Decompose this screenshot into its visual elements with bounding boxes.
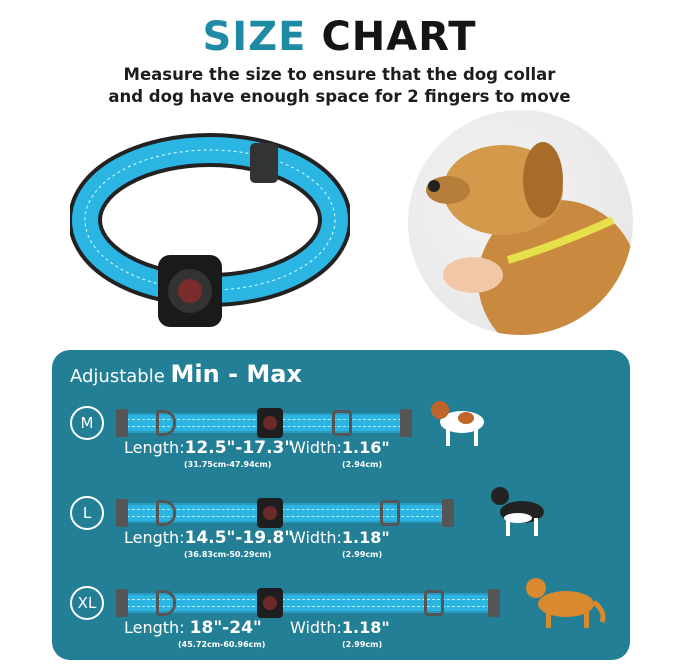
size-row-m: M Length:12.5"-17.3" (31.75cm-47.94cm) W… [52, 401, 630, 486]
size-badge: L [70, 496, 104, 530]
size-panel: Adjustable Min - Max M Length:12.5"-17.3… [52, 350, 630, 660]
collar-tag [116, 409, 128, 437]
panel-title: Adjustable Min - Max [70, 360, 302, 388]
page-title: SIZE CHART [202, 14, 477, 60]
buckle [380, 500, 400, 526]
husky-icon [491, 487, 544, 536]
golden-retriever-icon [526, 578, 606, 628]
collar-end [488, 589, 500, 617]
airtag-holder [257, 408, 283, 438]
size-row-xl: XL Length: 18"-24" (45.72cm-60.96cm) Wid… [52, 578, 630, 666]
buckle [332, 410, 352, 436]
collar-end [442, 499, 454, 527]
small-dog-icon [431, 401, 484, 446]
collar-strap [118, 503, 448, 523]
size-row-l: L Length:14.5"-19.8" (36.83cm-50.29cm) W… [52, 487, 630, 576]
d-ring [156, 410, 176, 436]
dog-measuring-photo [408, 110, 633, 335]
subtitle: Measure the size to ensure that the dog … [108, 65, 571, 106]
size-badge: XL [70, 586, 104, 620]
collar-end [400, 409, 412, 437]
collar-tag [116, 499, 128, 527]
d-ring [156, 590, 176, 616]
airtag-holder [257, 498, 283, 528]
collar-tag [116, 589, 128, 617]
airtag-holder [257, 588, 283, 618]
collar-strap [118, 593, 494, 613]
size-badge: M [70, 406, 104, 440]
buckle [424, 590, 444, 616]
collar-product-image [70, 133, 350, 327]
d-ring [156, 500, 176, 526]
